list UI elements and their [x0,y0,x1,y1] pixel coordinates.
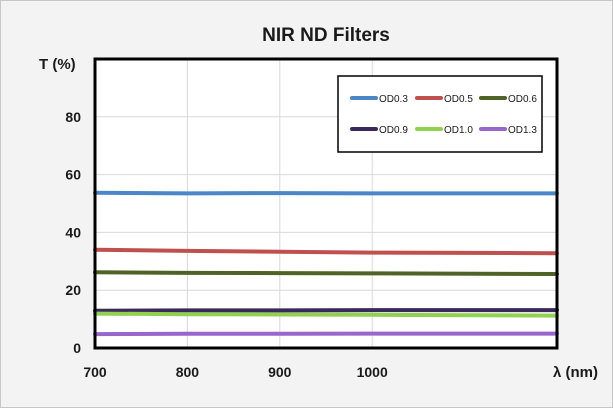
legend-label: OD0.6 [508,94,537,105]
y-tick-label: 20 [65,282,81,298]
series-lines [93,190,559,337]
legend-label: OD0.9 [379,125,408,136]
series-line-od03 [93,190,559,196]
y-tick-label: 60 [65,167,81,183]
legend-label: OD1.3 [508,125,537,136]
legend-label: OD0.5 [444,94,473,105]
series-line-od05 [93,247,559,256]
legend-label: OD1.0 [444,125,473,136]
x-tick-label: 700 [83,364,107,380]
plot-border [93,57,559,350]
chart-title: NIR ND Filters [262,25,390,46]
series-line-od06 [93,270,559,276]
legend-entries: OD0.3 OD0.5 OD0.6 OD0.9 OD1.0 OD1.3 [350,94,537,136]
legend-label: OD0.3 [379,94,408,105]
y-axis-label: T (%) [39,56,76,73]
series-line-od13 [93,331,559,337]
y-tick-label: 40 [65,224,81,240]
x-tick-label: 900 [268,364,292,380]
x-axis-label: λ (nm) [553,364,598,381]
x-tick-label: 800 [176,364,200,380]
y-tick-label: 80 [65,109,81,125]
legend [337,75,543,153]
series-line-od10 [93,311,559,318]
series-line-od09 [93,308,559,313]
tick-labels: 700 800 900 1000 0 20 40 60 80 [65,109,388,380]
y-tick-label: 0 [73,340,81,356]
x-tick-label: 1000 [357,364,388,380]
